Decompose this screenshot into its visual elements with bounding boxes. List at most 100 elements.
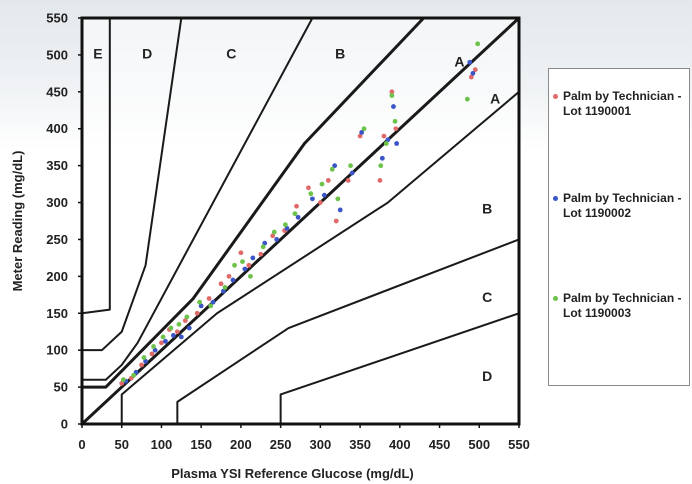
- data-point: [271, 229, 277, 235]
- data-point: [163, 338, 168, 344]
- data-point: [250, 255, 256, 261]
- legend-item-lot-1190003: Palm by Technician - Lot 1190003: [553, 291, 687, 321]
- data-point: [143, 358, 148, 364]
- data-point: [359, 130, 365, 135]
- data-point: [170, 333, 176, 338]
- x-tick-label: 50: [114, 437, 128, 452]
- zone-boundary-line: [279, 312, 520, 424]
- legend-item-lot-1190001: Palm by Technician - Lot 1190001: [553, 89, 687, 119]
- data-point: [308, 191, 314, 197]
- zone-boundary-line: [82, 17, 183, 352]
- data-point: [361, 126, 367, 132]
- zone-label: D: [482, 368, 492, 384]
- zone-label: A: [490, 91, 500, 107]
- data-point: [206, 296, 212, 301]
- data-point: [467, 59, 473, 65]
- y-tick-label: 50: [54, 380, 68, 395]
- data-point: [385, 137, 391, 143]
- y-tick-label: 500: [46, 47, 68, 62]
- data-point: [197, 299, 202, 305]
- data-point: [284, 225, 290, 231]
- data-point: [306, 185, 311, 191]
- data-point: [120, 377, 126, 383]
- data-point: [379, 155, 385, 161]
- y-tick-label: 550: [46, 11, 68, 26]
- zone-boundary-line: [82, 17, 314, 381]
- y-tick-label: 250: [46, 232, 68, 247]
- data-point: [218, 281, 224, 287]
- legend-marker-lot-1190001: [553, 94, 558, 99]
- zone-label: B: [482, 201, 492, 217]
- data-point: [337, 207, 343, 213]
- legend-marker-lot-1190003: [553, 296, 558, 301]
- data-point: [325, 178, 331, 183]
- data-point: [232, 262, 237, 268]
- zone-label: C: [482, 289, 492, 305]
- data-point: [168, 325, 174, 331]
- data-point: [294, 203, 299, 209]
- data-point: [292, 211, 298, 217]
- legend-label: Palm by Technician - Lot 1190002: [563, 191, 682, 220]
- data-point: [357, 133, 363, 139]
- x-tick-label: 400: [389, 437, 411, 452]
- data-point: [317, 200, 323, 205]
- data-point: [210, 299, 216, 305]
- data-point: [208, 303, 214, 309]
- data-point: [152, 347, 158, 353]
- zone-label: D: [142, 46, 152, 62]
- data-point: [349, 170, 355, 176]
- data-point: [319, 181, 325, 187]
- data-point: [310, 196, 315, 202]
- data-point: [174, 329, 180, 335]
- x-tick-label: 200: [230, 437, 252, 452]
- data-point: [335, 196, 341, 202]
- plot-frame: [80, 16, 521, 426]
- data-point: [141, 355, 147, 360]
- y-tick-label: 350: [46, 158, 68, 173]
- data-point: [230, 277, 236, 283]
- data-point: [182, 318, 188, 324]
- data-point: [178, 334, 184, 340]
- data-point: [393, 126, 399, 132]
- data-point: [383, 141, 389, 146]
- data-point: [394, 141, 400, 146]
- x-tick-label: 150: [190, 437, 212, 452]
- x-tick-label: 450: [429, 437, 451, 452]
- y-tick-label: 200: [46, 269, 68, 284]
- legend-item-lot-1190002: Palm by Technician - Lot 1190002: [553, 191, 687, 221]
- data-point: [468, 74, 474, 80]
- x-tick-label: 550: [508, 437, 530, 452]
- data-point: [378, 163, 384, 169]
- data-point: [258, 251, 264, 257]
- data-point: [389, 89, 395, 95]
- data-point: [186, 325, 192, 331]
- data-point: [283, 222, 288, 228]
- data-point: [389, 93, 395, 98]
- zone-boundary-line: [81, 18, 111, 315]
- data-point: [475, 41, 481, 47]
- x-tick-label: 0: [78, 437, 85, 452]
- y-tick-label: 150: [46, 306, 68, 321]
- data-point: [348, 163, 353, 169]
- data-point: [464, 96, 470, 102]
- y-tick-label: 100: [46, 343, 68, 358]
- legend: Palm by Technician - Lot 1190001 Palm by…: [548, 68, 690, 386]
- data-point: [472, 67, 478, 73]
- y-tick-label: 0: [61, 417, 68, 432]
- x-tick-label: 300: [310, 437, 332, 452]
- data-point: [139, 362, 144, 368]
- data-point: [248, 273, 253, 279]
- data-point: [391, 104, 396, 109]
- data-point: [270, 233, 276, 239]
- data-point: [345, 178, 351, 183]
- y-tick-label: 300: [46, 195, 68, 210]
- data-point: [222, 285, 228, 290]
- data-point: [226, 273, 232, 279]
- data-point: [194, 310, 200, 316]
- data-point: [332, 163, 338, 169]
- data-point: [329, 166, 335, 172]
- data-point: [295, 214, 301, 220]
- x-tick-label: 250: [270, 437, 292, 452]
- data-point: [470, 70, 476, 76]
